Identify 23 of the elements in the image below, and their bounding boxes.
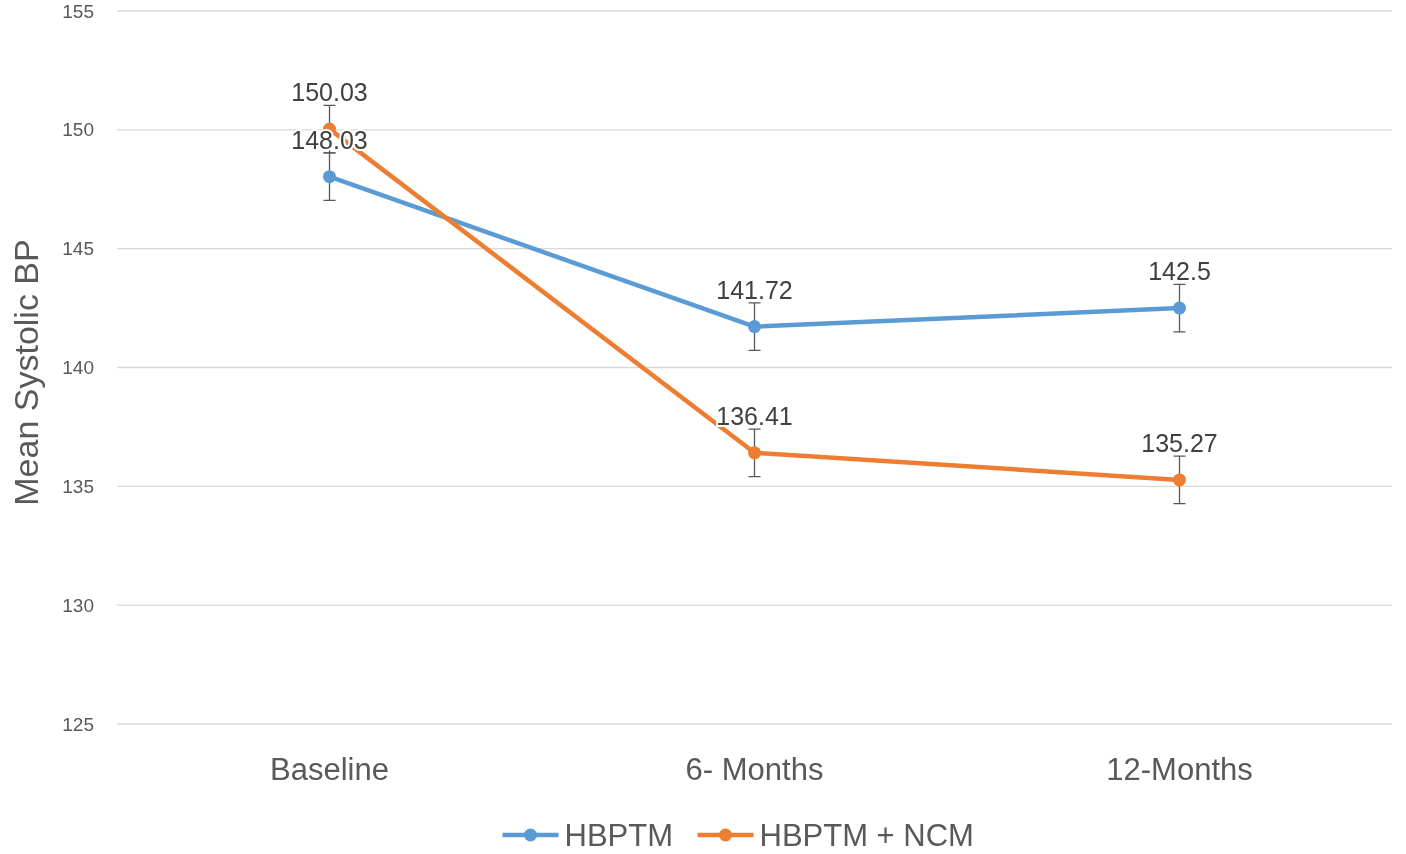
x-tick-label: 6- Months [685,752,824,787]
point [748,446,761,460]
legend-label: HBPTM + NCM [759,817,974,853]
point [1173,301,1186,315]
point [1173,473,1186,487]
point [748,320,761,334]
data-label: 136.41 [716,401,793,430]
y-tick-label: 150 [62,119,94,141]
x-tick-label: 12-Months [1106,752,1253,787]
data-label: 135.27 [1141,428,1218,457]
y-tick-label: 155 [62,0,94,22]
x-tick-label: Baseline [270,752,389,787]
y-tick-label: 140 [62,357,94,379]
point [323,170,336,184]
y-axis-title: Mean Systolic BP [7,239,45,506]
y-tick-label: 145 [62,238,94,260]
data-label: 141.72 [716,275,793,304]
legend-label: HBPTM [564,817,673,853]
y-tick-label: 125 [62,713,94,735]
y-tick-label: 130 [62,594,94,616]
data-label: 150.03 [291,78,368,107]
y-tick-label: 135 [62,475,94,497]
data-label: 142.5 [1148,257,1211,286]
